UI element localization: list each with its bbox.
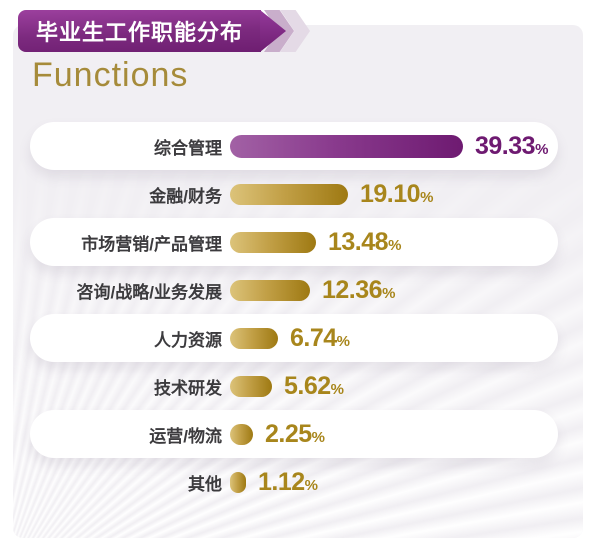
bar xyxy=(230,183,348,205)
page-title: 毕业生工作职能分布 xyxy=(18,10,262,52)
chart-row: 咨询/战略/业务发展 12.36% xyxy=(30,266,558,314)
row-value: 5.62% xyxy=(284,371,345,400)
row-label: 其他 xyxy=(188,474,222,494)
chart-row: 人力资源 6.74% xyxy=(30,314,558,362)
row-value: 1.12% xyxy=(258,467,319,496)
row-label: 咨询/战略/业务发展 xyxy=(76,282,222,302)
bar xyxy=(230,375,272,397)
chart-row: 运营/物流 2.25% xyxy=(30,410,558,458)
row-label: 金融/财务 xyxy=(149,186,222,206)
row-label: 运营/物流 xyxy=(149,426,222,446)
bar xyxy=(230,134,463,158)
title-banner: 毕业生工作职能分布 xyxy=(18,10,311,52)
bar xyxy=(230,279,310,301)
row-value: 2.25% xyxy=(265,419,326,448)
chart-row: 金融/财务 19.10% xyxy=(30,170,558,218)
bar xyxy=(230,231,316,253)
row-value: 6.74% xyxy=(290,323,351,352)
chart-subtitle: Functions xyxy=(32,56,189,94)
chart-row: 市场营销/产品管理 13.48% xyxy=(30,218,558,266)
row-label: 人力资源 xyxy=(154,330,222,350)
row-value: 12.36% xyxy=(322,275,396,304)
row-label: 技术研发 xyxy=(154,378,222,398)
bar-chart: 综合管理 39.33% 金融/财务 19.10% 市场营销/产品管理 13.48% 咨询/战… xyxy=(30,122,558,506)
chart-row: 综合管理 39.33% xyxy=(30,122,558,170)
row-value: 39.33% xyxy=(475,131,549,160)
bar xyxy=(230,423,253,445)
bar xyxy=(230,327,278,349)
chart-row: 技术研发 5.62% xyxy=(30,362,558,410)
row-value: 13.48% xyxy=(328,227,402,256)
row-value: 19.10% xyxy=(360,179,434,208)
bar xyxy=(230,471,246,493)
row-label: 市场营销/产品管理 xyxy=(81,234,222,254)
row-label: 综合管理 xyxy=(154,138,222,158)
chart-row: 其他 1.12% xyxy=(30,458,558,506)
